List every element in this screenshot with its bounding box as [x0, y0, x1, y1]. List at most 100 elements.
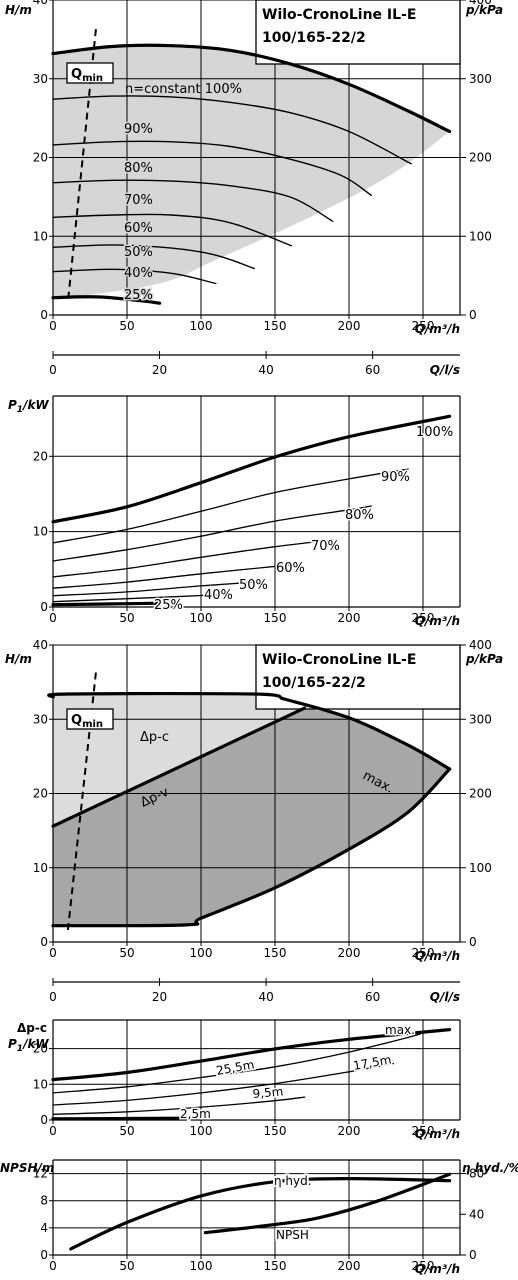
- x-tick-label: 50: [119, 319, 134, 333]
- x-tick-label: 0: [49, 946, 57, 960]
- power-chart-tick-labels: 0 50 100 150 200 250 0 10 20: [33, 449, 435, 625]
- power-chart-control-modes: max. 25,5m 17,5m 9,5m 2,5m 0 50 100 150 200 250 0 1…: [8, 1019, 461, 1141]
- ls-tick-label: 40: [258, 363, 273, 377]
- curve-p-c: [47, 691, 284, 701]
- curve-label-90: 90%: [124, 122, 153, 137]
- qmin-sub: min: [82, 719, 103, 730]
- y-tick-label: 0: [40, 1113, 48, 1127]
- curve-label-hyd: η hyd.: [274, 1174, 312, 1188]
- y2-tick-label: 0: [469, 308, 477, 322]
- curve-100: [51, 414, 452, 524]
- y-axis-label-head-2: H/m: [5, 652, 32, 666]
- power-label-sub: 1: [17, 1044, 23, 1054]
- chart-title-box-2: [255, 644, 461, 710]
- power-chart-variable-speed: 100%90%80%70%60%50%40%25% 0 50 100 150 200 25…: [8, 395, 461, 628]
- curve-40: [52, 268, 217, 285]
- curve-n-constant-100: [51, 43, 452, 134]
- x-tick-label: 250: [412, 1124, 435, 1138]
- curve-label-80: 80%: [124, 161, 153, 176]
- x-tick-label: 250: [412, 946, 435, 960]
- chart-title-line-2: 100/165-22/2: [262, 30, 366, 46]
- curve-label-90: 90%: [381, 470, 410, 485]
- x-tick-label: 200: [338, 1259, 361, 1273]
- x-axis-label-flow-power: Q/m³/h: [415, 614, 460, 628]
- y2-tick-label: 0: [469, 1248, 477, 1262]
- curve-60: [52, 564, 292, 589]
- curve-17-5m: [52, 1062, 395, 1106]
- x-tick-label: 100: [190, 1259, 213, 1273]
- power-control-curves: max. 25,5m 17,5m 9,5m 2,5m: [51, 1022, 452, 1123]
- ls-tick-label: 20: [152, 363, 167, 377]
- y-tick-label: 10: [33, 1077, 48, 1091]
- chart-title-2-line-1: Wilo-CronoLine IL-E: [262, 652, 416, 668]
- qmin-label-box-2: [66, 708, 114, 730]
- curve-label-80: 80%: [345, 508, 374, 523]
- x-tick-label: 50: [119, 1124, 134, 1138]
- y-tick-label: 20: [33, 787, 48, 801]
- y2-tick-label: 80: [469, 1167, 484, 1181]
- y-tick-label: 12: [33, 1167, 48, 1181]
- flow-ls-axis-2: 0 20 40 60 Q/l/s: [49, 978, 460, 1004]
- curve-label-50: 50%: [124, 245, 153, 260]
- x-tick-label: 100: [190, 319, 213, 333]
- curve-90: [52, 468, 409, 544]
- head-chart-control-modes: Wilo-CronoLine IL-E 100/165-22/2 0 50 100 1…: [5, 638, 503, 963]
- curve-label-9-5m: 9,5m: [252, 1084, 284, 1101]
- y2-tick-label: 40: [469, 1207, 484, 1221]
- power-label-main: P: [8, 398, 17, 412]
- qmin-marker-2: Qmin: [66, 672, 114, 931]
- qmin-label-box: [66, 62, 114, 84]
- flow-ls-axis-1: 0 20 40 60 Q/l/s: [49, 351, 460, 377]
- y-axis-label-power-2: P1/kW: [8, 1037, 49, 1054]
- y2-tick-label: 300: [469, 712, 492, 726]
- power-label-unit: /kW: [21, 1037, 49, 1051]
- y-tick-label: 10: [33, 229, 48, 243]
- y2-tick-label: 200: [469, 151, 492, 165]
- curve-70: [52, 539, 334, 578]
- qmin-label-2: Qmin: [71, 713, 103, 730]
- chart-title-box: [255, 0, 461, 65]
- ls-tick-label: 60: [365, 363, 380, 377]
- y-tick-label: 30: [33, 72, 48, 86]
- y2-tick-label: 200: [469, 787, 492, 801]
- y-tick-label: 40: [33, 0, 48, 7]
- y-tick-label: 0: [40, 935, 48, 949]
- head-speed-curves: n=constant 100% 90% 80% 70% 60% 50% 40% 25%: [51, 43, 452, 305]
- x-tick-label: 250: [412, 319, 435, 333]
- curve-25: [51, 295, 162, 305]
- x-tick-label: 200: [338, 946, 361, 960]
- y2-tick-label: 400: [469, 638, 492, 652]
- x-axis-label-flow-ls-1: Q/l/s: [430, 363, 460, 377]
- x-tick-label: 50: [119, 611, 134, 625]
- curve-label-2-5m: 2,5m: [180, 1107, 211, 1121]
- power-label-unit: /kW: [21, 398, 49, 412]
- curve-label-40: 40%: [204, 588, 233, 603]
- curve-npsh: [203, 1172, 452, 1235]
- ls-tick-label: 0: [49, 990, 57, 1004]
- qmin-label: Qmin: [71, 67, 103, 84]
- curve-label-max: max.: [385, 1023, 415, 1037]
- chart-title-line-1: Wilo-CronoLine IL-E: [262, 7, 416, 23]
- y2-axis-label-pressure: p/kPa: [465, 3, 503, 17]
- y-axis-label-npsh: NPSH/m: [0, 1161, 54, 1175]
- curve-25-5m: [52, 1033, 421, 1094]
- y2-axis-label-pressure-2: p/kPa: [465, 652, 503, 666]
- x-tick-label: 200: [338, 611, 361, 625]
- y-axis-label-dpc: Δp-c: [17, 1021, 47, 1035]
- npsh-chart-gridlines: [52, 1159, 461, 1256]
- y2-tick-label: 100: [469, 229, 492, 243]
- curve-label-25-5m: 25,5m: [215, 1057, 255, 1077]
- x-tick-label: 150: [264, 319, 287, 333]
- curve-label-n-constant-100: n=constant 100%: [125, 82, 242, 97]
- curve-label-60: 60%: [124, 221, 153, 236]
- y-tick-label: 0: [40, 1248, 48, 1262]
- y-tick-label: 20: [33, 151, 48, 165]
- y2-tick-label: 100: [469, 861, 492, 875]
- x-tick-label: 50: [119, 1259, 134, 1273]
- head-variable-speed-area: [53, 45, 450, 298]
- ls-tick-label: 0: [49, 363, 57, 377]
- y2-tick-label: 300: [469, 72, 492, 86]
- label-dpc: Δp-c: [140, 730, 169, 745]
